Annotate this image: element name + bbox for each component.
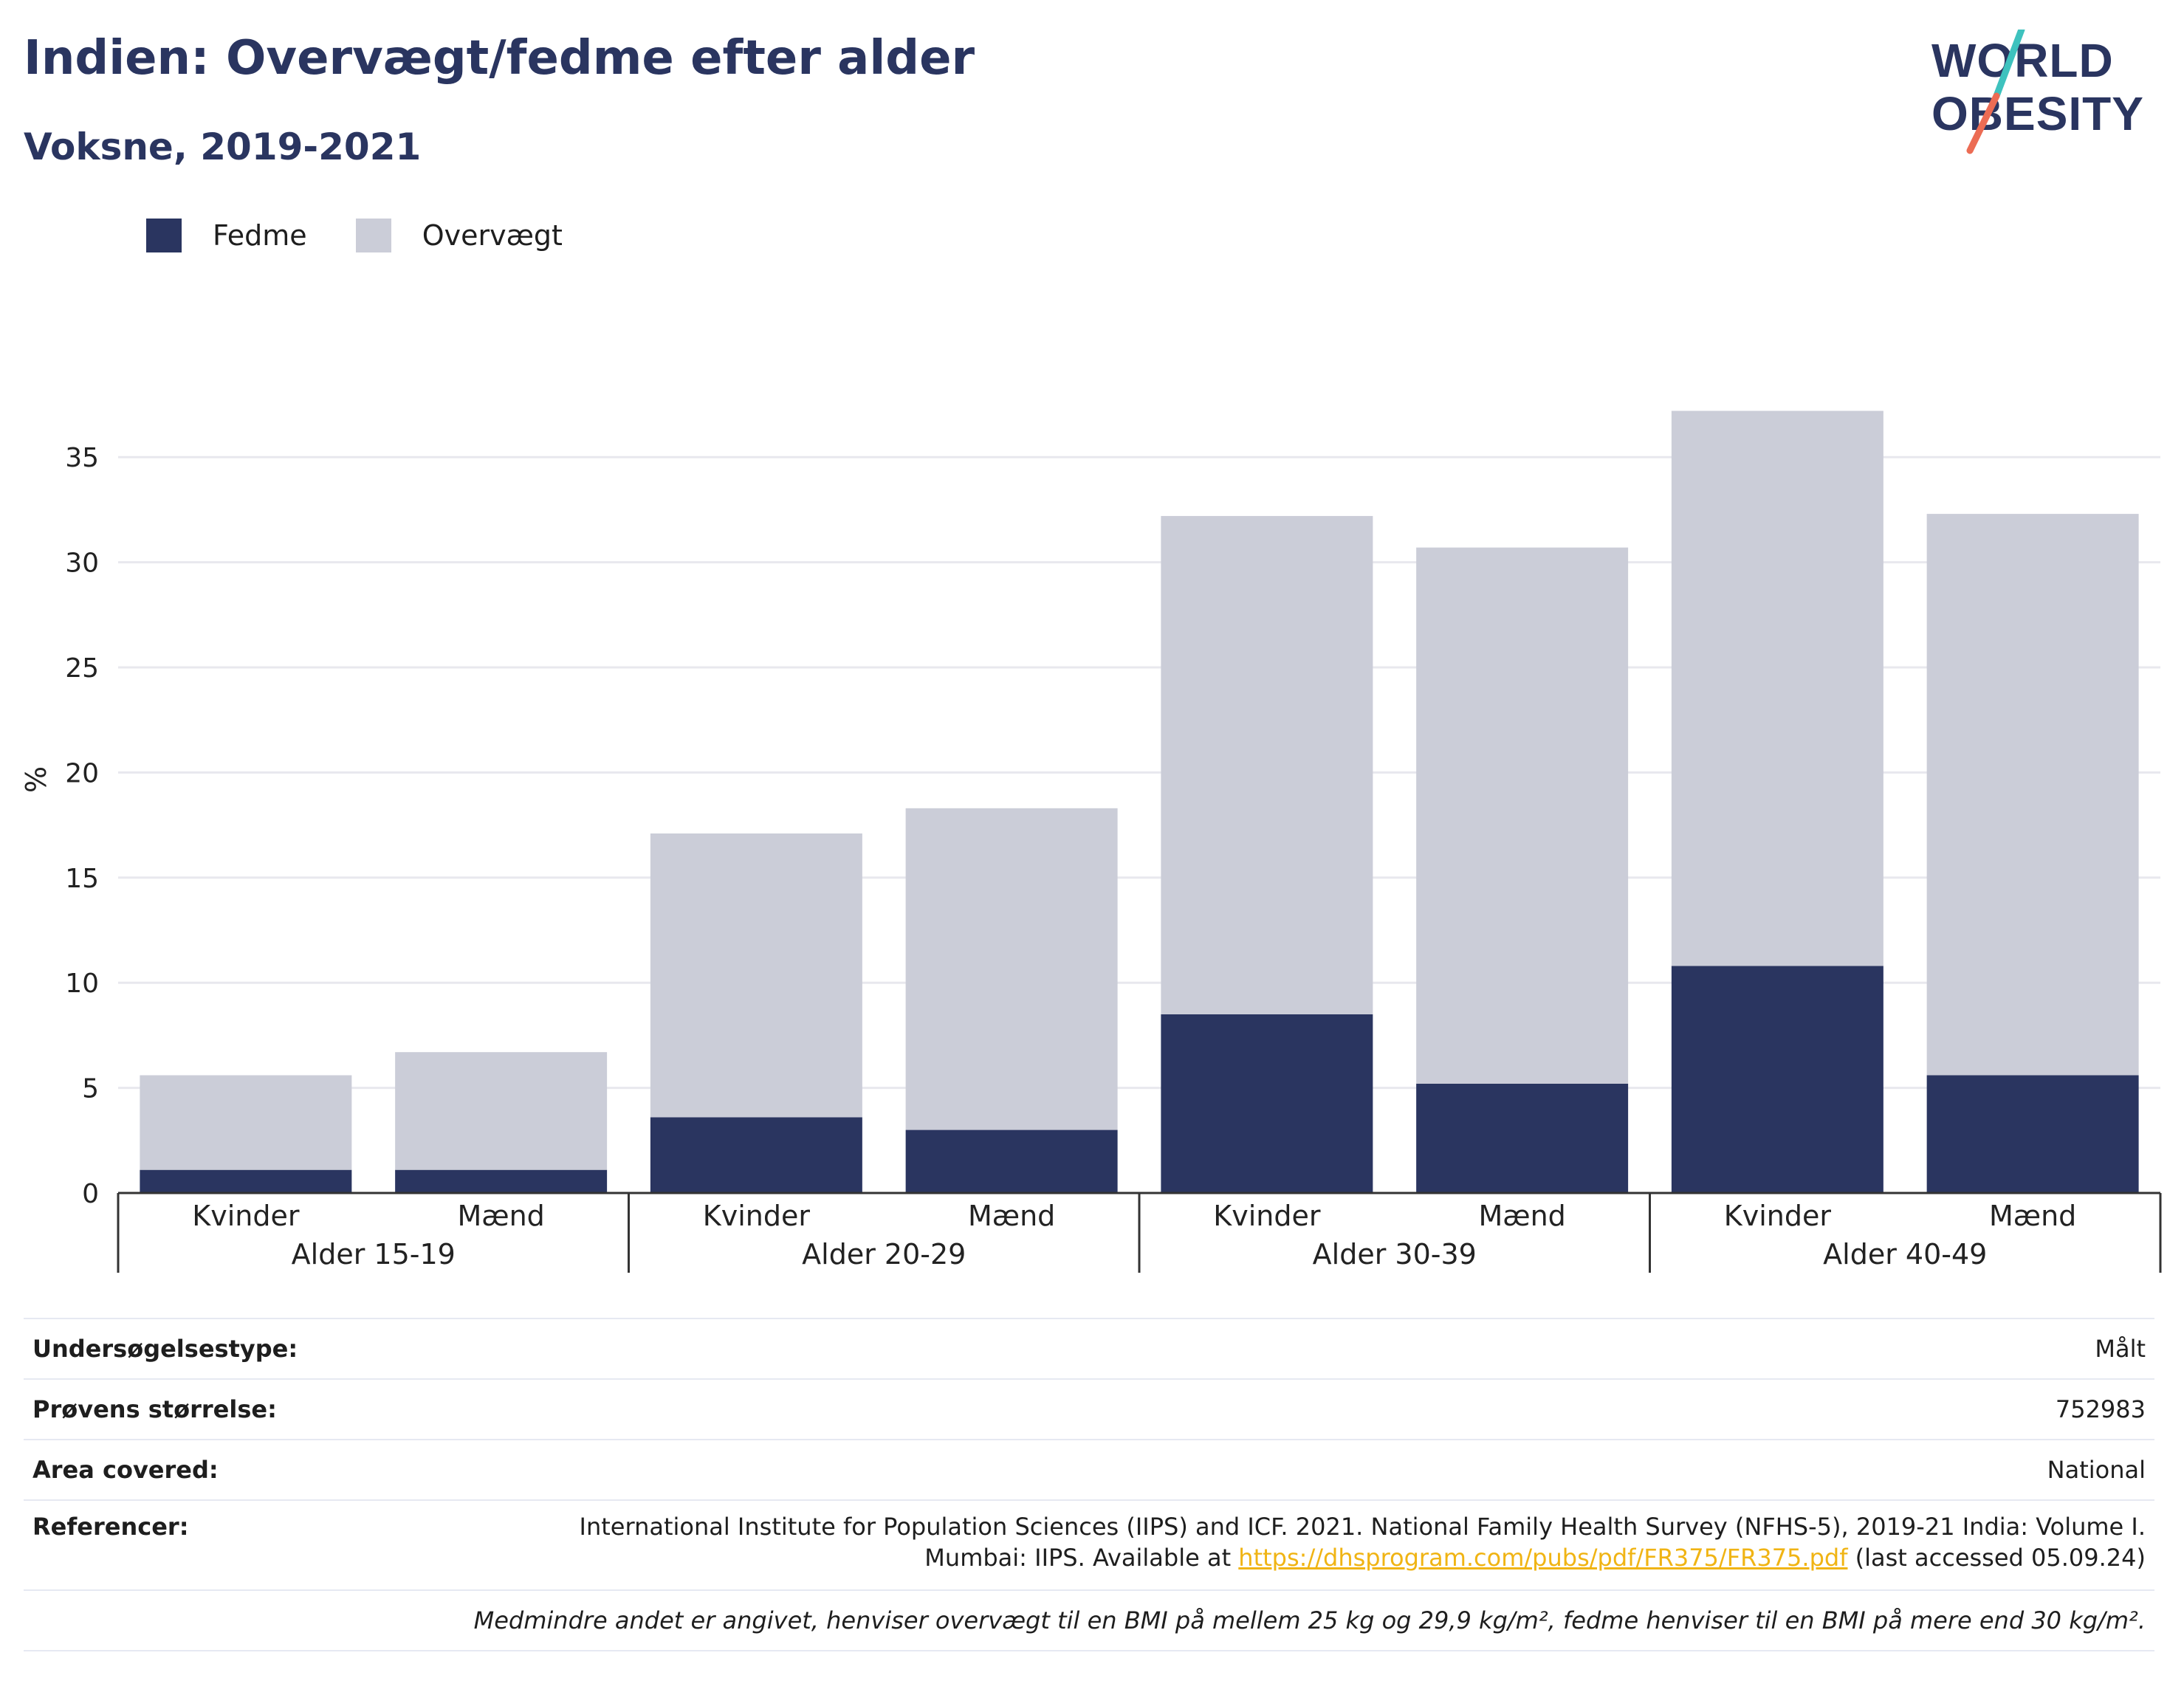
y-tick-label: 0 xyxy=(82,1179,99,1209)
x-tick-label: Mænd xyxy=(968,1200,1055,1232)
survey-type-label: Undersøgelsestype: xyxy=(32,1335,298,1363)
y-axis-label: % xyxy=(20,766,52,793)
references-text-3: (last accessed 05.09.24) xyxy=(1855,1544,2146,1572)
info-row-sample-size: Prøvens størrelse: 752983 xyxy=(24,1378,2154,1439)
bar-overvaegt xyxy=(650,833,862,1118)
x-tick-label: Kvinder xyxy=(1213,1200,1321,1232)
info-row-references: Referencer: International Institute for … xyxy=(24,1499,2154,1589)
logo-word-world: WORLD xyxy=(1931,34,2114,87)
legend-item-overvaegt[interactable]: Overvægt xyxy=(355,219,563,252)
info-table: Undersøgelsestype: Målt Prøvens størrels… xyxy=(24,1318,2154,1651)
survey-type-value: Målt xyxy=(2095,1335,2146,1363)
logo-slash-orange xyxy=(1966,92,2000,154)
x-tick-label: Mænd xyxy=(457,1200,544,1232)
bar-fedme xyxy=(395,1169,608,1193)
chart-subtitle: Voksne, 2019-2021 xyxy=(24,126,422,168)
bar-overvaegt xyxy=(1926,514,2139,1076)
sample-size-label: Prøvens størrelse: xyxy=(32,1395,277,1423)
bar-overvaegt xyxy=(905,808,1118,1130)
sample-size-value: 752983 xyxy=(2055,1395,2146,1423)
y-tick-label: 10 xyxy=(65,969,99,999)
bar-fedme xyxy=(905,1130,1118,1193)
bar-fedme xyxy=(1161,1014,1373,1193)
stacked-bar-chart: 0 5 10 15 20 25 30 35 Kvinder Mænd Kvinder Mænd Kvin… xyxy=(20,410,2162,1273)
area-value: National xyxy=(2047,1456,2146,1484)
bar-fedme xyxy=(1416,1083,1629,1193)
references-value: International Institute for Population S… xyxy=(580,1511,2146,1573)
references-link[interactable]: https://dhsprogram.com/pubs/pdf/FR375/FR… xyxy=(1238,1544,1848,1572)
legend-swatch-overvaegt xyxy=(355,219,391,252)
y-tick-label: 30 xyxy=(65,549,99,579)
legend-swatch-fedme xyxy=(146,219,182,252)
references-text-2: Mumbai: IIPS. Available at xyxy=(924,1544,1232,1572)
y-tick-label: 15 xyxy=(65,864,99,894)
y-tick-label: 35 xyxy=(65,443,99,473)
y-tick-label: 20 xyxy=(65,758,99,788)
group-label: Alder 30-39 xyxy=(1313,1238,1477,1271)
y-tick-label: 25 xyxy=(65,653,99,684)
x-tick-label: Mænd xyxy=(1478,1200,1565,1232)
area-label: Area covered: xyxy=(32,1456,219,1484)
axes: 0 5 10 15 20 25 30 35 Kvinder Mænd Kvinder Mænd Kvin… xyxy=(65,443,2162,1273)
legend-label-overvaegt: Overvægt xyxy=(422,219,563,252)
chart-legend: Fedme Overvægt xyxy=(146,219,611,252)
x-tick-label: Kvinder xyxy=(703,1200,811,1232)
bars xyxy=(140,410,2139,1193)
info-row-footnote: Medmindre andet er angivet, henviser ove… xyxy=(24,1589,2154,1651)
x-tick-label: Kvinder xyxy=(1724,1200,1832,1232)
x-tick-label: Mænd xyxy=(1989,1200,2076,1232)
info-row-area: Area covered: National xyxy=(24,1439,2154,1499)
bar-overvaegt xyxy=(1161,515,1373,1014)
logo-slash-teal xyxy=(1993,30,2025,100)
bar-overvaegt xyxy=(1416,547,1629,1084)
bar-fedme xyxy=(140,1169,352,1193)
info-row-survey-type: Undersøgelsestype: Målt xyxy=(24,1318,2154,1378)
legend-label-fedme: Fedme xyxy=(213,219,307,252)
bar-fedme xyxy=(1926,1075,2139,1193)
bar-overvaegt xyxy=(395,1052,608,1170)
footnote: Medmindre andet er angivet, henviser ove… xyxy=(473,1606,2146,1634)
references-text-1: International Institute for Population S… xyxy=(579,1513,2146,1541)
references-label: Referencer: xyxy=(32,1513,189,1541)
bar-overvaegt xyxy=(140,1075,352,1170)
group-label: Alder 15-19 xyxy=(292,1238,456,1271)
group-label: Alder 20-29 xyxy=(802,1238,966,1271)
bar-overvaegt xyxy=(1671,410,1883,966)
logo-word-obesity: OBESITY xyxy=(1931,87,2144,140)
chart-title: Indien: Overvægt/fedme efter alder xyxy=(24,31,975,86)
group-label: Alder 40-49 xyxy=(1823,1238,1987,1271)
bar-fedme xyxy=(650,1117,862,1193)
world-obesity-logo: WORLD OBESITY xyxy=(1931,30,2144,154)
legend-item-fedme[interactable]: Fedme xyxy=(146,219,307,252)
x-tick-label: Kvinder xyxy=(192,1200,300,1232)
bar-fedme xyxy=(1671,966,1883,1193)
y-tick-label: 5 xyxy=(82,1074,99,1104)
